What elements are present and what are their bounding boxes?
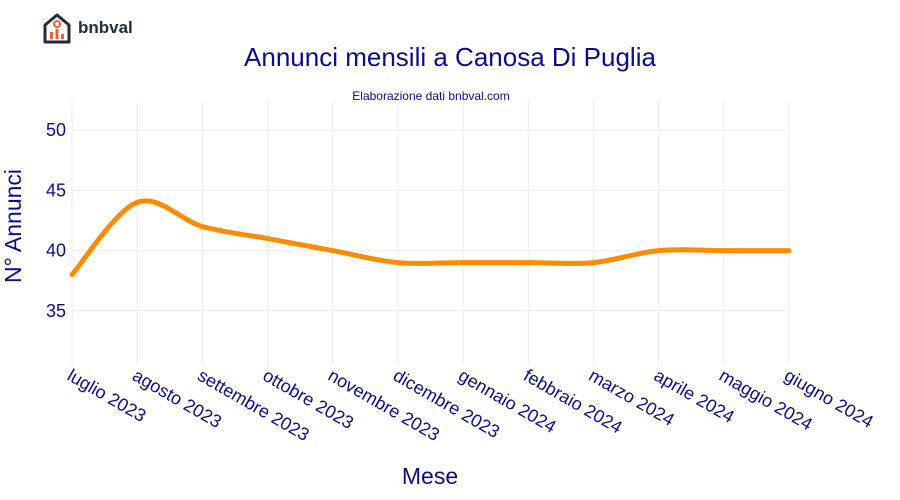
series <box>69 198 792 278</box>
y-ticks: 35 40 45 50 <box>46 120 66 321</box>
y-tick-label: 40 <box>46 241 66 261</box>
x-axis-title: Mese <box>402 463 458 489</box>
chart-title: Annunci mensili a Canosa Di Puglia <box>244 42 656 72</box>
brand-name: bnbval <box>78 18 133 37</box>
x-tick-label: novembre 2023 <box>325 365 443 445</box>
y-axis-title: N° Annunci <box>0 169 26 283</box>
y-tick-label: 35 <box>46 301 66 321</box>
chart-subtitle: Elaborazione dati bnbval.com <box>352 89 510 103</box>
series-line <box>69 198 792 278</box>
x-tick-label: settembre 2023 <box>194 365 312 445</box>
y-tick-label: 45 <box>46 180 66 200</box>
house-chart-icon <box>43 13 71 44</box>
grid <box>71 100 790 365</box>
y-tick-label: 50 <box>46 120 66 140</box>
brand-logo: bnbval <box>42 12 133 44</box>
